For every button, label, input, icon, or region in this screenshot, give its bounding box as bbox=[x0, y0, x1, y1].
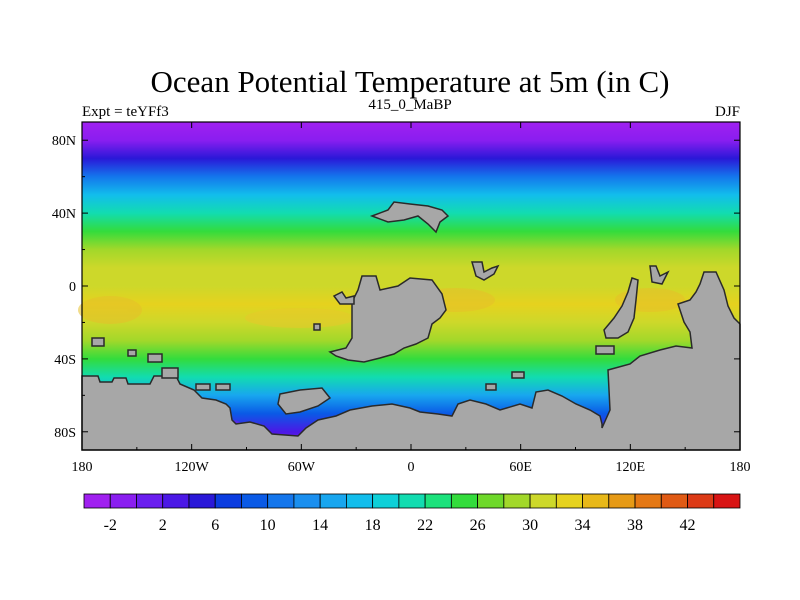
colorbar-box bbox=[267, 493, 295, 509]
land-mask bbox=[81, 201, 741, 451]
colorbar: -2 2 6 10 14 18 22 26 30 34 38 42 bbox=[83, 493, 741, 534]
colorbar-label: 10 bbox=[260, 517, 276, 534]
colorbar-box bbox=[372, 493, 400, 509]
colorbar-box bbox=[136, 493, 164, 509]
colorbar-box bbox=[529, 493, 557, 509]
y-tick-label: 80S bbox=[54, 426, 76, 441]
land-small-isle-5 bbox=[127, 349, 137, 357]
colorbar-label: 26 bbox=[470, 517, 486, 534]
y-tick-label: 40S bbox=[54, 353, 76, 368]
colorbar-label: 34 bbox=[575, 517, 591, 534]
colorbar-label: 30 bbox=[522, 517, 538, 534]
land-small-isle-9 bbox=[215, 383, 231, 391]
land-small-isle-10 bbox=[485, 383, 497, 391]
x-tick-label: 120E bbox=[616, 460, 646, 475]
land-east-peninsula bbox=[603, 277, 639, 339]
land-small-isle-8 bbox=[195, 383, 211, 391]
colorbar-box bbox=[608, 493, 636, 509]
colorbar-label: 38 bbox=[627, 517, 643, 534]
colorbar-box bbox=[687, 493, 715, 509]
colorbar-label: -2 bbox=[104, 517, 117, 534]
colorbar-box bbox=[582, 493, 610, 509]
colorbar-label: 6 bbox=[211, 517, 219, 534]
x-tick-label: 180 bbox=[72, 460, 93, 475]
x-tick-label: 0 bbox=[408, 460, 415, 475]
x-tick-label: 120W bbox=[175, 460, 210, 475]
colorbar-box bbox=[713, 493, 741, 509]
colorbar-box bbox=[345, 493, 374, 509]
land-central-block bbox=[328, 275, 447, 363]
y-tick-label: 0 bbox=[69, 280, 76, 295]
colorbar-box bbox=[555, 493, 583, 509]
land-small-isle-1 bbox=[471, 261, 500, 281]
x-tick-label: 60W bbox=[288, 460, 316, 475]
y-tick-label: 80N bbox=[52, 134, 76, 149]
colorbar-label: 2 bbox=[159, 517, 167, 534]
colorbar-box bbox=[424, 493, 452, 509]
land-east-isle bbox=[649, 265, 670, 285]
colorbar-label: 22 bbox=[417, 517, 433, 534]
land-small-isle-3 bbox=[313, 323, 321, 331]
warm-patch-central bbox=[245, 308, 355, 328]
experiment-label: Expt = teYFf3 bbox=[82, 104, 169, 120]
colorbar-box bbox=[477, 493, 505, 509]
colorbar-box bbox=[450, 493, 478, 509]
colorbar-label: 14 bbox=[312, 517, 328, 534]
colorbar-box bbox=[162, 493, 190, 509]
land-small-isle-2 bbox=[332, 291, 355, 305]
colorbar-box bbox=[293, 493, 321, 509]
colorbar-box bbox=[109, 493, 137, 509]
colorbar-box bbox=[398, 493, 426, 509]
land-small-isle-4 bbox=[91, 337, 105, 347]
colorbar-box bbox=[634, 493, 662, 509]
colorbar-label: 42 bbox=[680, 517, 696, 534]
colorbar-label: 18 bbox=[365, 517, 381, 534]
y-tick-label: 40N bbox=[52, 207, 76, 222]
land-small-isle-6 bbox=[147, 353, 163, 363]
colorbar-box bbox=[83, 493, 111, 509]
land-small-isle-11 bbox=[511, 371, 525, 379]
map-plot-area: 180 120W 60W 0 60E 120E 180 80N 40N 0 40S 80S bbox=[52, 121, 751, 475]
land-southern-continent bbox=[81, 271, 741, 451]
colorbar-box bbox=[214, 493, 242, 509]
time-label: 415_0_MaBP bbox=[368, 97, 451, 113]
x-tick-label: 180 bbox=[730, 460, 751, 475]
season-label: DJF bbox=[715, 104, 740, 120]
land-small-isle-7 bbox=[161, 367, 179, 379]
land-gondwana-inlet bbox=[277, 387, 332, 415]
chart-title: Ocean Potential Temperature at 5m (in C) bbox=[151, 64, 670, 99]
land-north-island bbox=[369, 201, 450, 234]
colorbar-box bbox=[188, 493, 216, 509]
x-tick-label: 60E bbox=[509, 460, 532, 475]
warm-patch-west-pacific bbox=[78, 296, 142, 324]
colorbar-box bbox=[503, 493, 531, 509]
colorbar-box bbox=[319, 493, 347, 509]
colorbar-box bbox=[241, 493, 269, 509]
x-axis: 180 120W 60W 0 60E 120E 180 bbox=[72, 122, 751, 475]
y-axis: 80N 40N 0 40S 80S bbox=[52, 134, 740, 441]
colorbar-box bbox=[660, 493, 688, 509]
land-small-isle-12 bbox=[595, 345, 615, 355]
